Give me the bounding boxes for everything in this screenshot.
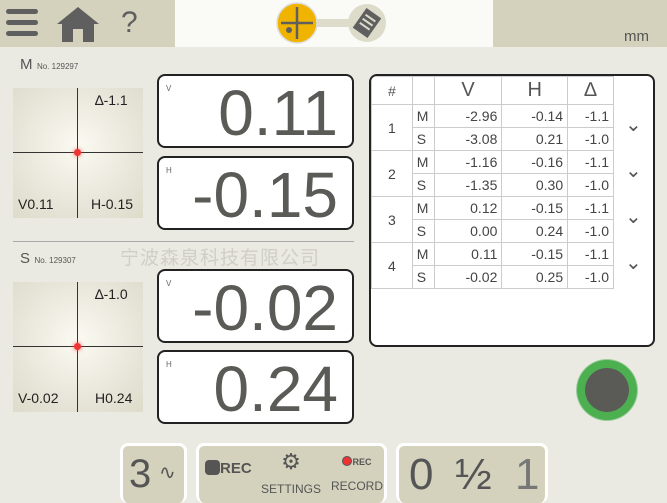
records-table: # V H ∆ 1 M -2.96 -0.14 -1.1 S -3.08 0.21 -1.0 2 M… (369, 74, 655, 347)
s-header: S No. 129307 (20, 250, 76, 268)
s-target: ∆-1.0 V-0.02 H0.24 (13, 282, 143, 412)
table-row: S 0.00 0.24 -1.0 (372, 219, 614, 243)
v-cell: 0.00 (433, 219, 503, 243)
record-button[interactable]: REC RECORD (330, 456, 383, 493)
home-icon[interactable] (54, 5, 102, 43)
record-number: 2 (371, 150, 413, 197)
col-header: ∆ (567, 76, 614, 105)
eye-cell: S (411, 173, 435, 197)
v-cell: 0.12 (433, 196, 503, 220)
m-label: M (20, 56, 33, 73)
angle-cell: -1.0 (567, 127, 614, 151)
table-row: 3 M 0.12 -0.15 -1.1 (371, 196, 614, 243)
col-header: H (501, 76, 569, 105)
record-number: 3 (371, 196, 413, 243)
eye-cell: M (411, 242, 435, 266)
s-h-small: H0.24 (95, 390, 133, 406)
rec-button[interactable]: REC (205, 460, 252, 477)
table-row: 4 M 0.11 -0.15 -1.1 (371, 242, 614, 289)
record-number: 4 (371, 242, 413, 289)
h-cell: 0.24 (501, 219, 569, 243)
chevron-down-icon[interactable]: ⌄ (625, 114, 642, 136)
s-position-dot (74, 343, 81, 350)
gear-icon: ⚙ (281, 449, 301, 474)
waveform-icon: ∿ (159, 462, 176, 484)
col-header: # (371, 76, 413, 105)
m-serial: No. 129297 (36, 62, 79, 71)
v-cell: -2.96 (433, 104, 503, 128)
h-cell: -0.16 (501, 150, 569, 174)
chevron-down-icon[interactable]: ⌄ (625, 160, 642, 182)
h-cell: -0.15 (501, 242, 569, 266)
v-cell: -3.08 (433, 127, 503, 151)
h-cell: 0.21 (501, 127, 569, 151)
s-serial: No. 129307 (34, 256, 76, 265)
m-angle: ∆-1.1 (95, 92, 128, 108)
step-half-button[interactable]: ½ (455, 450, 492, 499)
s-v-readout: V -0.02 (157, 269, 354, 344)
table-row: 1 M -2.96 -0.14 -1.1 (371, 104, 614, 151)
record-dot-icon (342, 456, 353, 466)
s-v-small: V-0.02 (18, 390, 59, 406)
col-header: V (433, 76, 503, 105)
table-row: 2 M -1.16 -0.16 -1.1 (371, 150, 614, 197)
col-header (411, 76, 435, 105)
m-position-dot (74, 149, 81, 156)
angle-cell: -1.0 (567, 265, 614, 289)
chevron-down-icon[interactable]: ⌄ (625, 206, 642, 228)
eye-cell: M (411, 196, 435, 220)
m-h-small: H-0.15 (91, 196, 134, 212)
v-cell: -0.02 (433, 265, 503, 289)
record-number: 1 (371, 104, 413, 151)
h-cell: -0.14 (501, 104, 569, 128)
h-cell: 0.25 (501, 265, 569, 289)
watermark: 宁波森泉科技有限公司 (120, 248, 321, 269)
settings-button[interactable]: ⚙ SETTINGS (261, 449, 322, 497)
step-panel: 0 ½ 1 (396, 443, 548, 503)
s-h-readout: H 0.24 (157, 350, 354, 425)
m-v-readout: V 0.11 (157, 74, 354, 149)
angle-cell: -1.0 (567, 173, 614, 197)
eye-cell: S (411, 219, 435, 243)
rec-stop-icon (205, 460, 220, 475)
eye-cell: M (411, 150, 435, 174)
mode-button[interactable]: 3 ∿ (120, 443, 187, 503)
s-angle: ∆-1.0 (95, 286, 128, 302)
table-row: S -0.02 0.25 -1.0 (372, 265, 614, 289)
v-cell: -1.16 (433, 150, 503, 174)
eye-cell: S (411, 127, 435, 151)
table-row: S -1.35 0.30 -1.0 (372, 173, 614, 197)
m-v-small: V0.11 (18, 196, 54, 212)
angle-cell: -1.1 (567, 196, 614, 220)
m-target: ∆-1.1 V0.11 H-0.15 (13, 88, 143, 218)
divider (13, 241, 354, 242)
v-cell: -1.35 (433, 173, 503, 197)
table-row: S -3.08 0.21 -1.0 (372, 127, 614, 151)
angle-cell: -1.1 (567, 104, 614, 128)
m-header: M No. 129297 (20, 56, 78, 74)
help-button[interactable]: ? (121, 6, 138, 39)
unit-label: mm (624, 28, 649, 45)
s-label: S (20, 250, 31, 267)
step-zero-button[interactable]: 0 (409, 450, 434, 499)
step-one-button[interactable]: 1 (515, 450, 540, 499)
angle-cell: -1.0 (567, 219, 614, 243)
angle-cell: -1.1 (567, 150, 614, 174)
action-panel: REC ⚙ SETTINGS REC RECORD (196, 443, 387, 503)
eye-cell: S (411, 265, 435, 289)
measure-mode-icon[interactable] (275, 1, 390, 45)
menu-icon[interactable] (0, 5, 44, 45)
h-cell: -0.15 (501, 196, 569, 220)
start-button[interactable] (577, 360, 637, 420)
v-cell: 0.11 (433, 242, 503, 266)
angle-cell: -1.1 (567, 242, 614, 266)
eye-cell: M (411, 104, 435, 128)
h-cell: 0.30 (501, 173, 569, 197)
m-h-readout: H -0.15 (157, 156, 354, 231)
chevron-down-icon[interactable]: ⌄ (625, 252, 642, 274)
